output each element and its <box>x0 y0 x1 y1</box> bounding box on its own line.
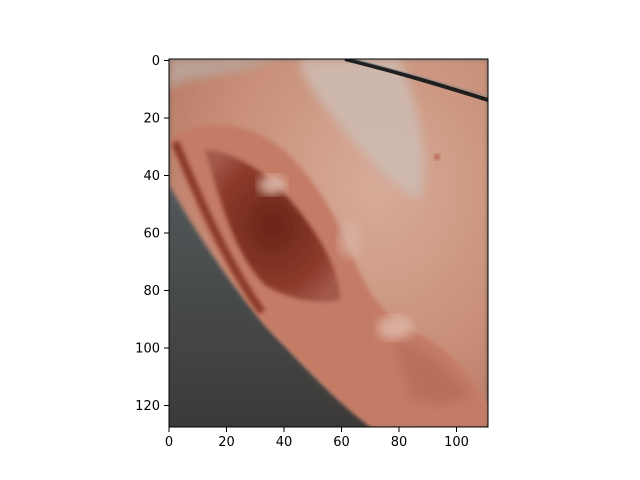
y-tick-label: 20 <box>143 112 160 127</box>
photo-image <box>169 59 488 427</box>
y-tick-0: 0 <box>152 54 169 69</box>
x-tick-label: 100 <box>444 435 469 450</box>
y-tick-120: 120 <box>135 399 169 414</box>
x-tick-0: 0 <box>165 427 173 450</box>
y-axis: 0 20 40 60 80 100 120 <box>135 54 169 414</box>
x-tick-label: 40 <box>276 435 293 450</box>
x-tick-60: 60 <box>333 427 350 450</box>
y-tick-label: 0 <box>152 54 160 69</box>
y-tick-label: 100 <box>135 342 160 357</box>
x-tick-80: 80 <box>391 427 408 450</box>
x-tick-label: 60 <box>333 435 350 450</box>
y-tick-label: 120 <box>135 399 160 414</box>
x-tick-40: 40 <box>276 427 293 450</box>
y-tick-label: 60 <box>143 227 160 242</box>
axes-frame <box>168 58 489 428</box>
x-tick-label: 20 <box>218 435 235 450</box>
y-tick-label: 40 <box>143 169 160 184</box>
y-tick-100: 100 <box>135 342 169 357</box>
y-tick-label: 80 <box>143 284 160 299</box>
x-tick-label: 0 <box>165 435 173 450</box>
x-tick-label: 80 <box>391 435 408 450</box>
x-tick-100: 100 <box>444 427 469 450</box>
y-tick-60: 60 <box>143 227 169 242</box>
y-tick-20: 20 <box>143 112 169 127</box>
y-tick-40: 40 <box>143 169 169 184</box>
y-tick-80: 80 <box>143 284 169 299</box>
x-tick-20: 20 <box>218 427 235 450</box>
x-axis: 0 20 40 60 80 100 <box>165 427 469 450</box>
